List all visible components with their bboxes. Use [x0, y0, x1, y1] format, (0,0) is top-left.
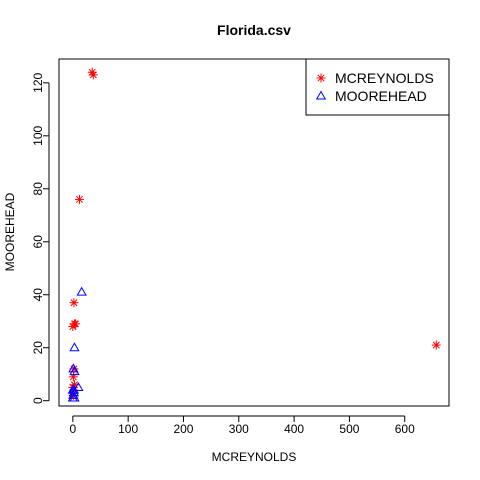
chart-title: Florida.csv	[217, 22, 291, 38]
data-point	[88, 70, 98, 80]
series-mcreynolds	[68, 67, 441, 400]
x-tick-label: 300	[229, 422, 249, 436]
data-point	[69, 366, 80, 376]
y-tick-label: 80	[31, 182, 45, 196]
y-tick-label: 0	[31, 397, 45, 404]
legend-marker-moorehead	[315, 90, 327, 100]
data-point	[73, 381, 84, 391]
data-point	[74, 194, 84, 204]
y-tick-label: 40	[31, 288, 45, 302]
legend-label-moorehead: MOOREHEAD	[335, 88, 427, 104]
y-tick-label: 20	[31, 341, 45, 355]
y-axis-label: MOOREHEAD	[3, 192, 17, 271]
x-tick-label: 100	[118, 422, 138, 436]
x-tick-label: 500	[339, 422, 359, 436]
data-point	[68, 384, 80, 394]
x-tick-label: 400	[284, 422, 304, 436]
x-tick-label: 0	[69, 422, 76, 436]
legend: MCREYNOLDS MOOREHEAD	[305, 58, 450, 116]
data-points	[67, 67, 441, 402]
y-tick-label: 60	[31, 235, 45, 249]
legend-label-mcreynolds: MCREYNOLDS	[335, 70, 434, 86]
plot-frame	[58, 58, 450, 407]
x-axis-label: MCREYNOLDS	[212, 450, 297, 464]
x-axis: 0 100 200 300 400 500 600	[69, 415, 415, 436]
y-axis: 0 20 40 60 80 100 120	[31, 73, 50, 404]
legend-marker-mcreynolds	[316, 73, 326, 83]
data-point	[69, 298, 79, 308]
data-point	[431, 340, 441, 350]
data-point	[69, 342, 80, 352]
x-tick-label: 200	[173, 422, 193, 436]
legend-box	[305, 58, 450, 116]
series-moorehead	[67, 286, 87, 402]
x-tick-label: 600	[395, 422, 415, 436]
y-tick-label: 120	[31, 73, 45, 93]
data-point	[71, 319, 81, 329]
data-point	[76, 286, 87, 296]
y-tick-label: 100	[31, 125, 45, 145]
data-point	[69, 392, 80, 402]
